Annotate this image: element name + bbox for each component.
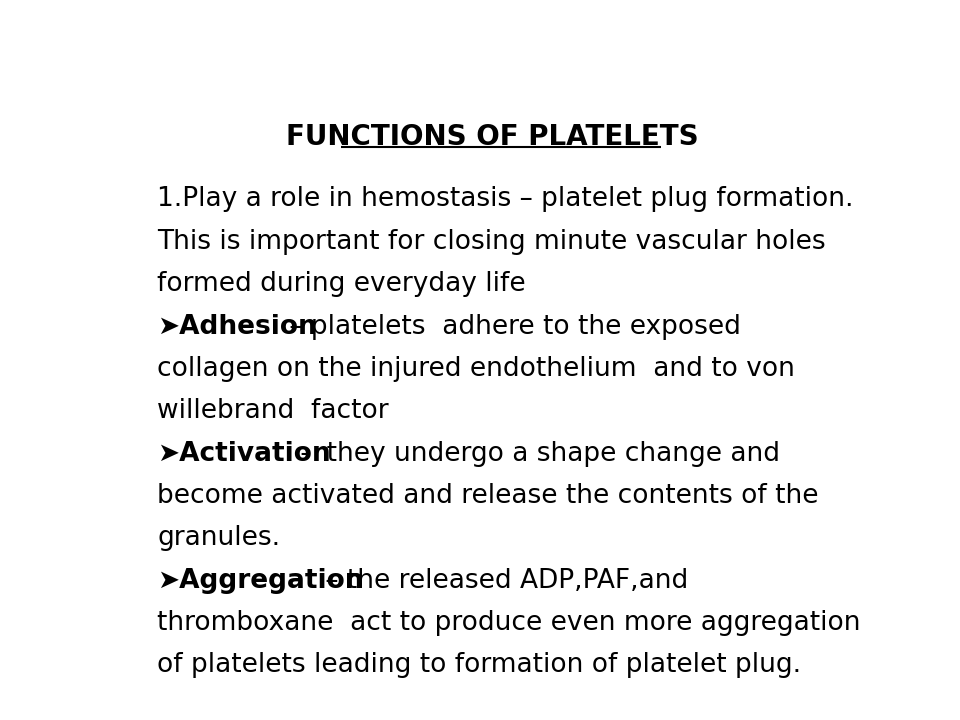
Text: ➤Aggregation: ➤Aggregation xyxy=(157,567,364,594)
Text: collagen on the injured endothelium  and to von: collagen on the injured endothelium and … xyxy=(157,356,795,382)
Text: 1.Play a role in hemostasis – platelet plug formation.: 1.Play a role in hemostasis – platelet p… xyxy=(157,186,853,212)
Text: formed during everyday life: formed during everyday life xyxy=(157,271,526,297)
Text: – platelets  adhere to the exposed: – platelets adhere to the exposed xyxy=(281,313,741,340)
Text: -  they undergo a shape change and: - they undergo a shape change and xyxy=(292,441,780,467)
Text: This is important for closing minute vascular holes: This is important for closing minute vas… xyxy=(157,229,826,255)
Text: willebrand  factor: willebrand factor xyxy=(157,398,389,424)
Text: ➤Adhesion: ➤Adhesion xyxy=(157,313,317,340)
Text: become activated and release the contents of the: become activated and release the content… xyxy=(157,483,819,509)
Text: granules.: granules. xyxy=(157,526,280,552)
Text: of platelets leading to formation of platelet plug.: of platelets leading to formation of pla… xyxy=(157,652,802,678)
Text: – the released ADP,PAF,and: – the released ADP,PAF,and xyxy=(317,567,688,594)
Text: thromboxane  act to produce even more aggregation: thromboxane act to produce even more agg… xyxy=(157,610,861,636)
Text: FUNCTIONS OF PLATELETS: FUNCTIONS OF PLATELETS xyxy=(286,123,698,151)
Text: ➤Activation: ➤Activation xyxy=(157,441,331,467)
